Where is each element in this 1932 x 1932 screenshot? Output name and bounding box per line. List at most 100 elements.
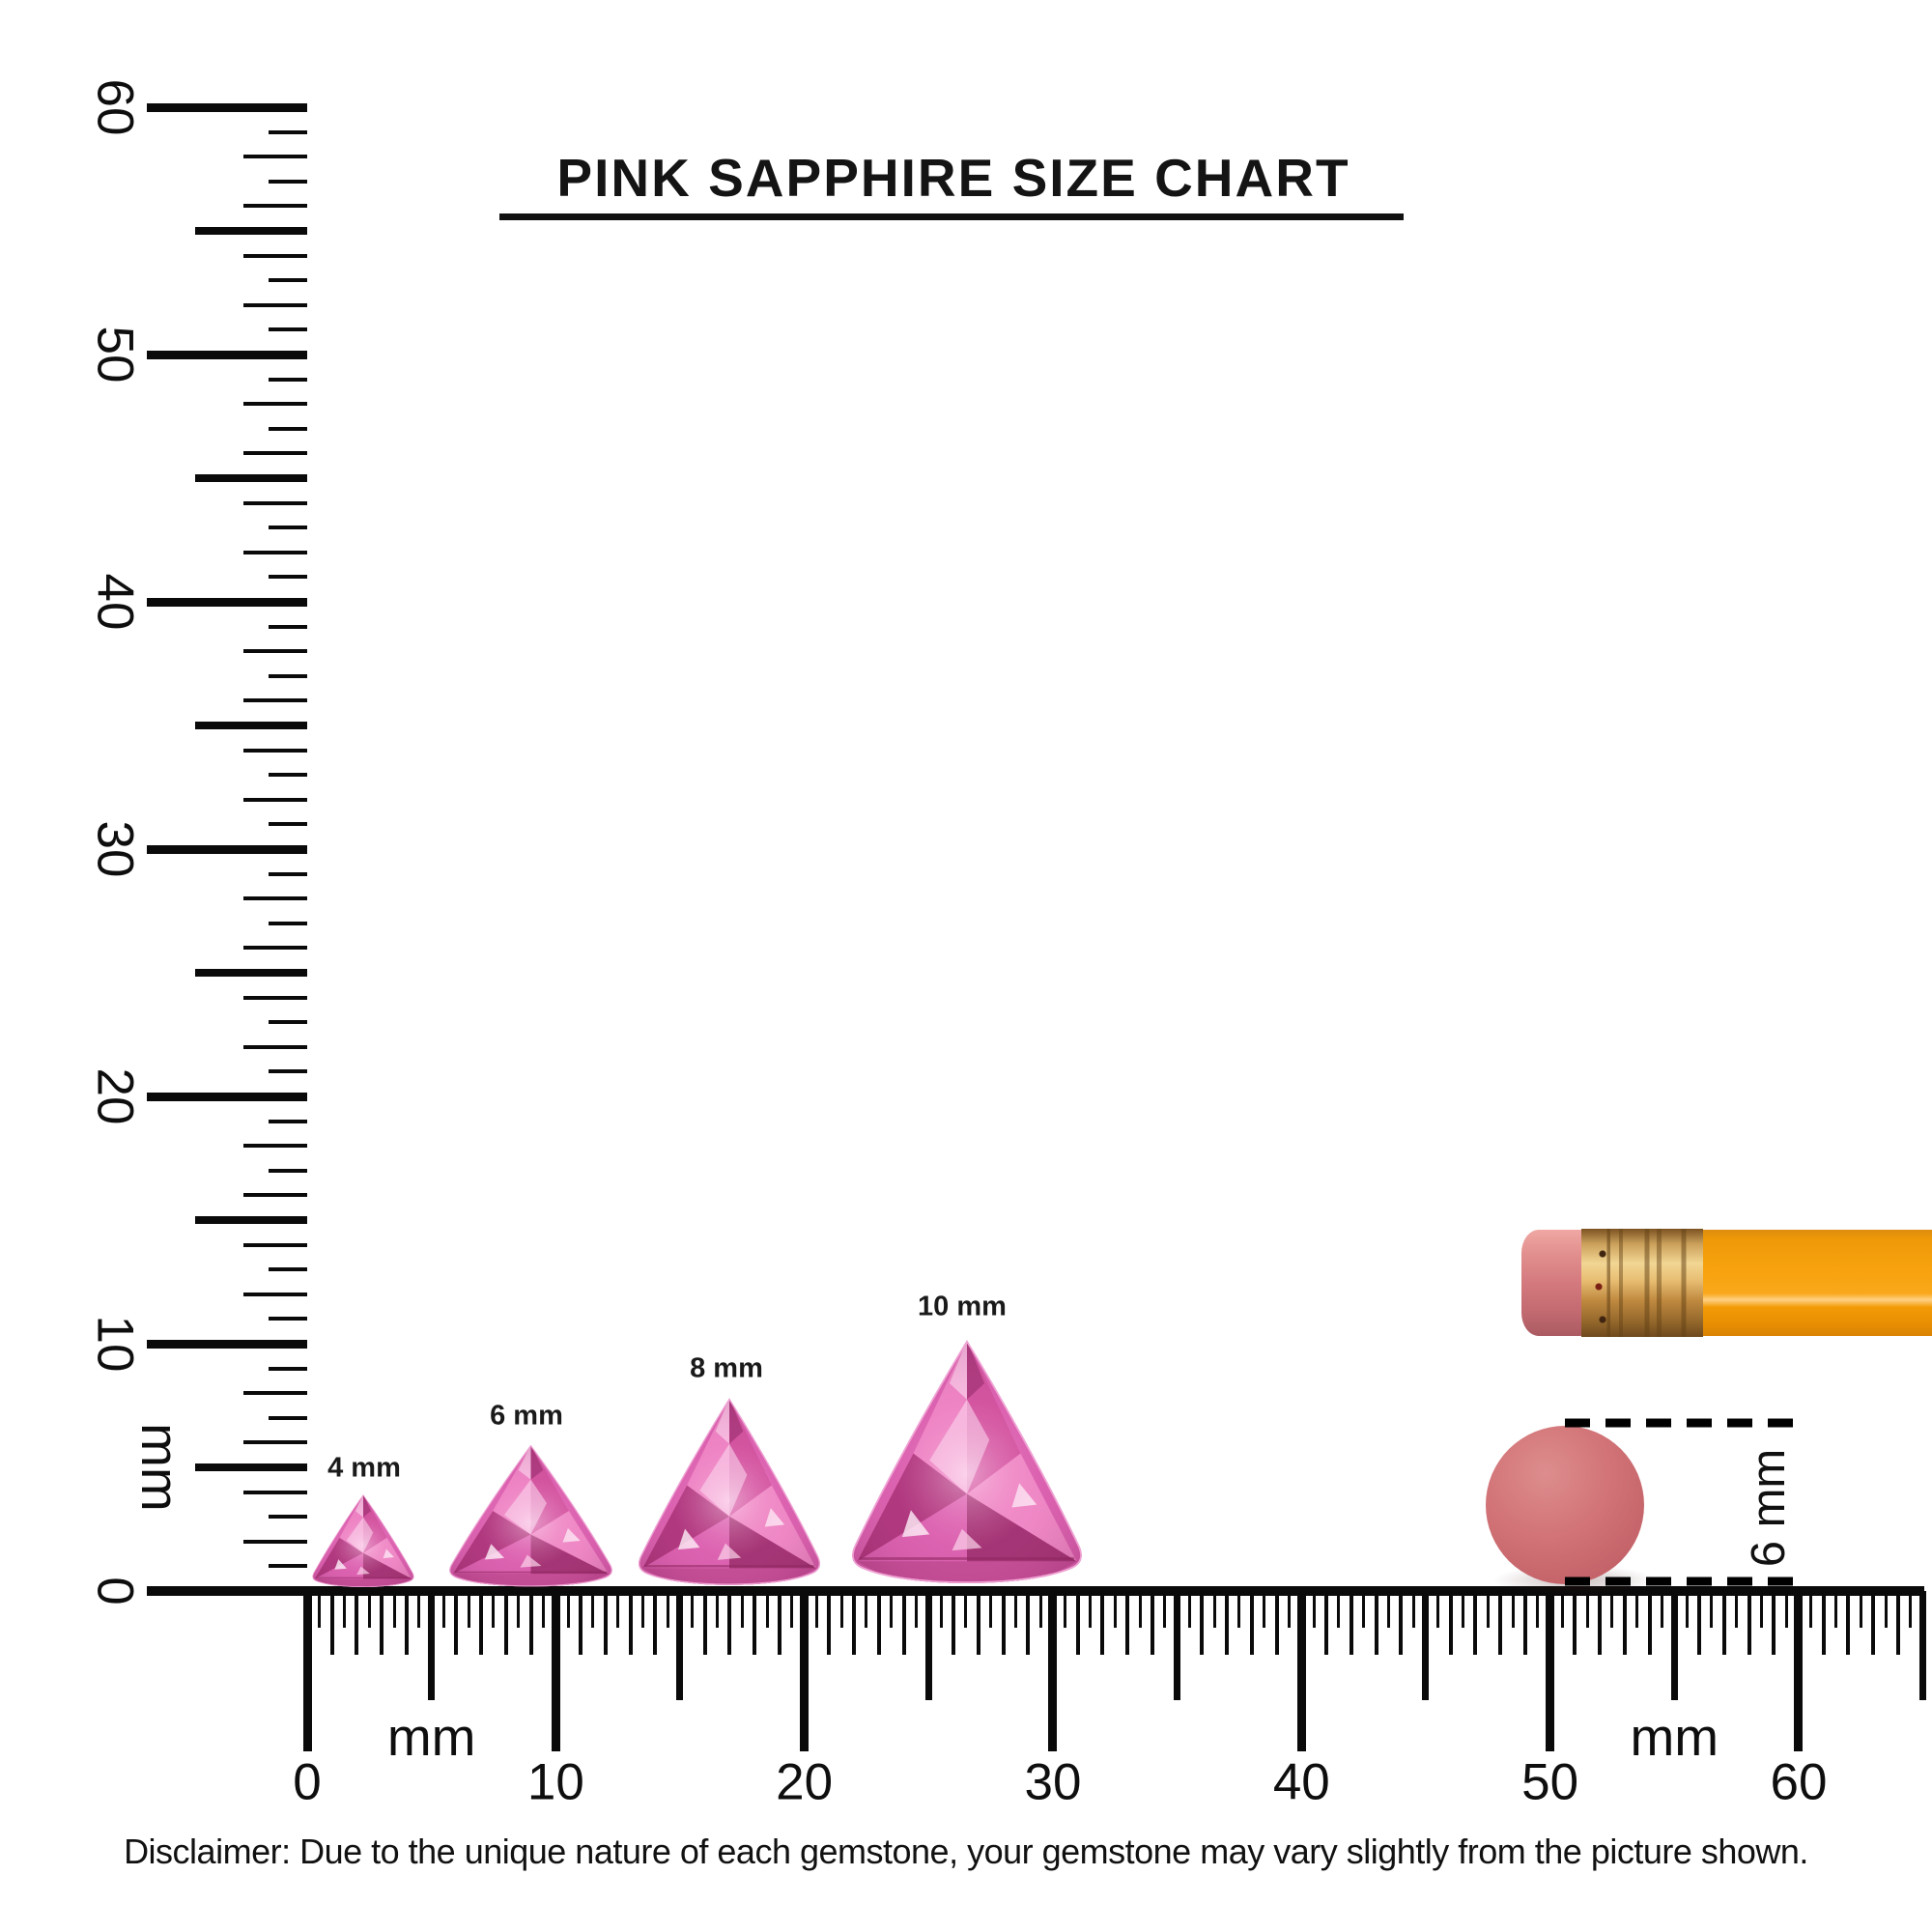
- trillion-gem-image: [842, 1332, 1092, 1591]
- horizontal-ruler-tick: [1710, 1591, 1714, 1628]
- horizontal-ruler-tick: [1660, 1591, 1663, 1628]
- horizontal-ruler-tick: [890, 1591, 894, 1628]
- vertical-ruler-tick: [269, 822, 307, 827]
- vertical-ruler-tick: [243, 550, 307, 554]
- vertical-ruler-tick: [269, 575, 307, 580]
- vertical-ruler-tick: [243, 1144, 307, 1149]
- horizontal-ruler-tick: [1486, 1591, 1490, 1628]
- horizontal-ruler-tick: [1473, 1591, 1478, 1655]
- horizontal-ruler-tick: [1324, 1591, 1329, 1655]
- vertical-ruler-tick: [243, 402, 307, 407]
- vertical-ruler-tick: [243, 1292, 307, 1296]
- horizontal-ruler-tick: [1759, 1591, 1763, 1628]
- vertical-ruler-unit-label: mm: [130, 1423, 190, 1512]
- horizontal-ruler-tick: [1150, 1591, 1154, 1655]
- gem-size-label: 10 mm: [918, 1291, 1007, 1322]
- vertical-ruler-tick: [243, 698, 307, 703]
- vertical-ruler-tick: [269, 1168, 307, 1173]
- gem-size-label: 8 mm: [690, 1352, 763, 1384]
- horizontal-ruler-tick: [492, 1591, 496, 1628]
- horizontal-ruler-tick: [1296, 1591, 1306, 1751]
- vertical-ruler-tick: [243, 748, 307, 753]
- horizontal-ruler-tick: [628, 1591, 633, 1655]
- horizontal-ruler-tick: [541, 1591, 545, 1628]
- vertical-ruler-tick: [269, 179, 307, 184]
- vertical-ruler-tick: [269, 377, 307, 382]
- horizontal-ruler-tick: [1546, 1591, 1555, 1751]
- vertical-ruler-tick: [147, 102, 307, 112]
- horizontal-ruler-number: 30: [1024, 1753, 1082, 1811]
- horizontal-ruler-tick: [1249, 1591, 1254, 1655]
- horizontal-ruler-tick: [1064, 1591, 1067, 1628]
- vertical-ruler-tick: [243, 896, 307, 901]
- horizontal-ruler-tick: [1834, 1591, 1838, 1628]
- vertical-ruler-tick: [243, 797, 307, 802]
- horizontal-ruler-tick: [1919, 1591, 1927, 1700]
- vertical-ruler-tick: [243, 302, 307, 307]
- horizontal-ruler-tick: [1274, 1591, 1279, 1655]
- vertical-ruler-tick: [269, 1119, 307, 1123]
- horizontal-ruler-tick: [1237, 1591, 1241, 1628]
- vertical-ruler-number: 0: [86, 1577, 144, 1605]
- horizontal-ruler-tick: [367, 1591, 371, 1628]
- horizontal-ruler-tick: [1287, 1591, 1291, 1628]
- horizontal-ruler-tick: [1113, 1591, 1117, 1628]
- vertical-ruler-tick: [243, 1539, 307, 1544]
- horizontal-ruler-tick: [417, 1591, 421, 1628]
- horizontal-ruler-tick: [1794, 1591, 1804, 1751]
- horizontal-ruler-tick: [1174, 1591, 1181, 1700]
- horizontal-ruler-tick: [1125, 1591, 1130, 1655]
- trillion-gem-image: [308, 1492, 418, 1590]
- vertical-ruler-tick: [195, 722, 307, 729]
- gem-size-label: 6 mm: [490, 1400, 563, 1432]
- vertical-ruler-tick: [269, 426, 307, 431]
- horizontal-ruler-tick: [479, 1591, 484, 1655]
- vertical-ruler-tick: [195, 474, 307, 482]
- horizontal-ruler-tick: [653, 1591, 658, 1655]
- horizontal-ruler-tick: [1436, 1591, 1440, 1628]
- horizontal-ruler-tick: [815, 1591, 819, 1628]
- horizontal-ruler-tick: [380, 1591, 384, 1655]
- horizontal-ruler-unit-label: mm: [386, 1707, 476, 1767]
- horizontal-ruler-tick: [952, 1591, 956, 1655]
- horizontal-ruler-tick: [1909, 1591, 1913, 1628]
- horizontal-ruler-tick: [1884, 1591, 1888, 1628]
- vertical-ruler-tick: [195, 227, 307, 235]
- horizontal-ruler-tick: [1026, 1591, 1031, 1655]
- horizontal-ruler-tick: [939, 1591, 943, 1628]
- vertical-ruler-tick: [147, 350, 307, 359]
- vertical-ruler-tick: [147, 1339, 307, 1349]
- horizontal-ruler-tick: [1163, 1591, 1167, 1628]
- pencil-eraser: [1521, 1230, 1583, 1336]
- vertical-ruler-tick: [195, 1463, 307, 1471]
- horizontal-ruler-tick: [865, 1591, 868, 1628]
- horizontal-ruler-tick: [454, 1591, 459, 1655]
- vertical-ruler-tick: [243, 500, 307, 505]
- horizontal-ruler-tick: [1536, 1591, 1540, 1628]
- pencil-body: [1703, 1230, 1932, 1336]
- vertical-ruler-tick: [269, 278, 307, 283]
- horizontal-ruler-tick: [1138, 1591, 1142, 1628]
- horizontal-ruler-tick: [1784, 1591, 1788, 1628]
- horizontal-ruler-tick: [1312, 1591, 1316, 1628]
- vertical-ruler-tick: [269, 1366, 307, 1371]
- horizontal-ruler-tick: [1399, 1591, 1404, 1655]
- horizontal-ruler-tick: [1188, 1591, 1192, 1628]
- vertical-ruler-tick: [243, 1044, 307, 1049]
- disclaimer-text: Disclaimer: Due to the unique nature of …: [124, 1832, 1808, 1871]
- horizontal-ruler-tick: [428, 1591, 436, 1700]
- horizontal-ruler-tick: [790, 1591, 794, 1628]
- vertical-ruler-number: 30: [86, 820, 144, 878]
- horizontal-ruler-tick: [1462, 1591, 1465, 1628]
- horizontal-ruler-tick: [579, 1591, 583, 1655]
- horizontal-ruler-tick: [1846, 1591, 1851, 1655]
- horizontal-ruler-tick: [1448, 1591, 1453, 1655]
- horizontal-ruler-tick: [1598, 1591, 1603, 1655]
- vertical-ruler-tick: [269, 1069, 307, 1074]
- vertical-ruler-tick: [243, 1391, 307, 1396]
- horizontal-ruler-tick: [1809, 1591, 1813, 1628]
- horizontal-ruler-tick: [302, 1591, 312, 1751]
- horizontal-ruler-tick: [676, 1591, 684, 1700]
- horizontal-ruler-tick: [765, 1591, 769, 1628]
- horizontal-ruler-tick: [1511, 1591, 1515, 1628]
